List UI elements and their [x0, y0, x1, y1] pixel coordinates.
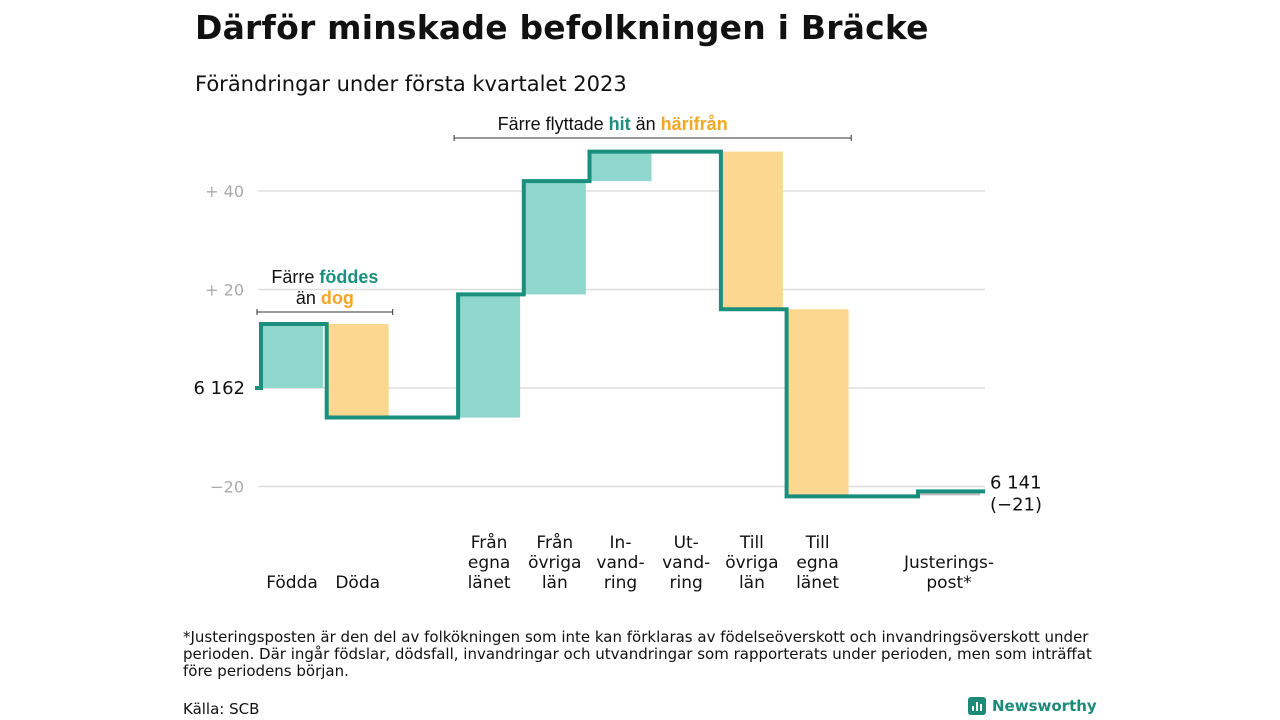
running-total-line	[255, 149, 985, 499]
category-label: Ut-	[674, 533, 699, 553]
annotation-text: Färre föddes	[271, 267, 378, 287]
annotation-segment: Färre	[271, 267, 319, 287]
category-label: ring	[670, 573, 703, 593]
start-value-label: 6 162	[193, 378, 245, 399]
annotation-segment: än	[631, 114, 661, 134]
category-label: Justerings-	[903, 553, 994, 573]
category-label: Födda	[266, 573, 318, 593]
category-label: vand-	[662, 553, 710, 573]
waterfall-bar	[261, 323, 323, 388]
category-label: Från	[536, 532, 573, 553]
footnote: *Justeringsposten är den del av folkökni…	[183, 628, 1092, 680]
bar-chart-icon	[968, 697, 986, 715]
waterfall-bar	[326, 323, 389, 418]
annotation-text: än dog	[296, 288, 354, 308]
waterfall-bar	[589, 151, 652, 182]
category-label: Till	[739, 533, 764, 553]
gridlines	[258, 190, 985, 488]
brand-logo[interactable]: Newsworthy	[968, 697, 1097, 715]
category-label: Från	[471, 532, 508, 553]
category-label: övriga	[725, 553, 778, 573]
category-label: länet	[468, 573, 511, 593]
chart-title: Därför minskade befolkningen i Bräcke	[195, 8, 929, 47]
brand-name: Newsworthy	[992, 697, 1097, 715]
chart-subtitle: Förändringar under första kvartalet 2023	[195, 72, 627, 96]
category-label: Döda	[335, 573, 380, 593]
y-tick-label: + 20	[205, 281, 244, 300]
category-label: län	[739, 573, 765, 593]
waterfall-bar	[720, 151, 783, 310]
annotation-segment: än	[296, 288, 321, 308]
category-label: post*	[926, 573, 971, 593]
running-total-line	[255, 149, 985, 499]
annotation-text: Färre flyttade hit än härifrån	[498, 114, 728, 134]
category-label: länet	[796, 573, 839, 593]
y-tick-label: + 40	[205, 182, 244, 201]
waterfall-bar	[523, 181, 586, 295]
waterfall-bar	[458, 294, 521, 418]
category-label: In-	[610, 533, 632, 553]
category-label: Till	[805, 533, 830, 553]
bars	[261, 151, 980, 497]
annotation-segment: föddes	[319, 267, 378, 287]
y-tick-label: −20	[210, 478, 244, 497]
category-label: ring	[604, 573, 637, 593]
source-note: Källa: SCB	[183, 700, 260, 718]
annotation-segment: hit	[609, 114, 631, 134]
annotation-segment: dog	[321, 288, 354, 308]
annotation-segment: härifrån	[661, 114, 728, 134]
category-label: egna	[468, 553, 510, 573]
category-label: egna	[796, 553, 838, 573]
waterfall-bar	[786, 309, 849, 497]
end-value-label: 6 141	[990, 472, 1042, 493]
category-label: övriga	[528, 553, 581, 573]
annotation-segment: Färre flyttade	[498, 114, 609, 134]
category-label: län	[542, 573, 568, 593]
end-value-label: (−21)	[990, 494, 1042, 515]
category-label: vand-	[596, 553, 644, 573]
